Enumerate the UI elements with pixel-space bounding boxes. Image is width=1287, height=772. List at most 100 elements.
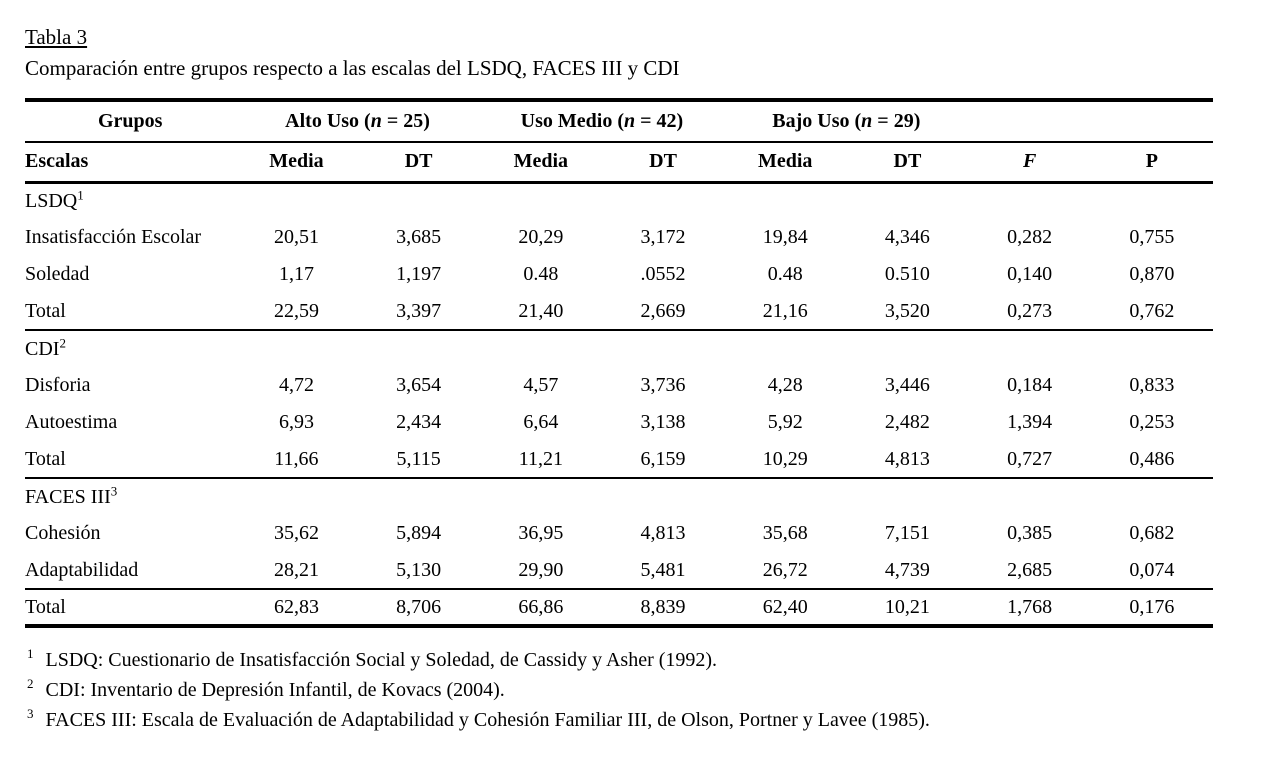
cell: 5,130 <box>396 558 442 581</box>
section-sup: 3 <box>110 482 118 498</box>
section-row: CDI2 <box>25 330 1213 367</box>
cell: 4,28 <box>767 374 803 396</box>
cell: 2,434 <box>396 411 442 433</box>
cell: 5,92 <box>767 411 803 433</box>
cell: .0552 <box>640 263 686 285</box>
cell: 0,486 <box>1090 441 1213 479</box>
stat-header-media: Media <box>235 142 358 184</box>
cell: 19,84 <box>762 226 808 248</box>
stat-header-dt: DT <box>846 142 969 184</box>
cell: 4,739 <box>884 558 930 581</box>
cell: 35,62 <box>273 522 319 544</box>
cell: 62,40 <box>724 588 847 626</box>
cell: 8,839 <box>601 588 725 626</box>
cell: 0,176 <box>1090 588 1213 626</box>
cell: 29,90 <box>518 558 564 581</box>
table-body: LSDQ1 Insatisfacción Escolar 20,51 3,685 20,… <box>25 182 1213 626</box>
cell: 3,397 <box>357 293 480 331</box>
cell: 0,385 <box>1007 522 1053 544</box>
stat-header-row: Escalas Media DT Media DT Media DT F P <box>25 142 1213 184</box>
n-symbol: n <box>624 110 636 132</box>
cell: 0.48 <box>767 263 803 285</box>
section-label: CDI2 <box>25 334 66 360</box>
group-header: Uso Medio (n = 42) <box>479 100 725 143</box>
group-header-row: Grupos Alto Uso (n = 25) Uso Medio (n = 42… <box>25 100 1213 143</box>
cell: 0,140 <box>1007 263 1053 285</box>
cell: 2,669 <box>601 293 725 331</box>
cell: 11,66 <box>235 441 358 479</box>
cell: 6,159 <box>601 441 725 479</box>
group-header: Bajo Uso (n = 29) <box>724 100 969 143</box>
table-row: Insatisfacción Escolar 20,51 3,685 20,29 3,1… <box>25 219 1213 256</box>
stat-header-dt: DT <box>357 142 480 184</box>
n-symbol: n <box>861 110 873 132</box>
cell: 21,16 <box>724 293 847 331</box>
cell: 1,17 <box>278 263 314 285</box>
cell: 4,813 <box>640 522 686 544</box>
cell: 11,21 <box>479 441 602 479</box>
cell: 7,151 <box>884 522 930 544</box>
cell: 3,138 <box>640 411 686 433</box>
cell: 28,21 <box>273 558 319 581</box>
table-row: Cohesión 35,62 5,894 36,95 4,813 35,68 7,151 0,… <box>25 515 1213 552</box>
row-label: Adaptabilidad <box>25 558 139 581</box>
cell: 0,184 <box>1007 374 1053 396</box>
cell: 8,706 <box>357 588 480 626</box>
cell: 0,755 <box>1129 226 1175 248</box>
footnote-text: LSDQ: Cuestionario de Insatisfacción Soc… <box>45 649 718 671</box>
cell: 10,29 <box>724 441 847 479</box>
stat-header-media: Media <box>724 142 847 184</box>
n-symbol: n <box>370 110 382 132</box>
footnote-text: CDI: Inventario de Depresión Infantil, d… <box>45 679 505 701</box>
cell: 3,172 <box>640 226 686 248</box>
cell: 20,51 <box>273 226 319 248</box>
stat-header-media: Media <box>479 142 602 184</box>
stat-header-p: P <box>1090 142 1213 184</box>
table-row: Adaptabilidad 28,21 5,130 29,90 5,481 26,72 4,… <box>25 552 1213 589</box>
cell: 1,394 <box>1007 411 1053 433</box>
stat-header-dt: DT <box>601 142 725 184</box>
cell: 1,197 <box>396 263 442 285</box>
cell: 0,074 <box>1129 558 1175 581</box>
cell: 21,40 <box>479 293 602 331</box>
cell: 0.48 <box>523 263 559 285</box>
cell: 3,446 <box>884 374 930 396</box>
cell: 35,68 <box>762 522 808 544</box>
table-row: Soledad 1,17 1,197 0.48 .0552 0.48 0.510 0,140 0… <box>25 256 1213 293</box>
section-row: LSDQ1 <box>25 182 1213 219</box>
cell: 0,682 <box>1129 522 1175 544</box>
document-page: Tabla 3 Comparación entre grupos respect… <box>25 25 1238 735</box>
footnote-marker: 1 <box>27 646 34 662</box>
stats-table: Grupos Alto Uso (n = 25) Uso Medio (n = 42… <box>25 98 1213 628</box>
row-label: Total <box>25 588 236 626</box>
cell: 0,727 <box>968 441 1091 479</box>
group-header-empty <box>968 100 1213 143</box>
cell: 0,762 <box>1090 293 1213 331</box>
cell: 5,481 <box>640 558 686 581</box>
footnote: 2 CDI: Inventario de Depresión Infantil, … <box>25 675 1238 705</box>
footnote-marker: 3 <box>27 706 34 722</box>
footnote-marker: 2 <box>27 676 34 692</box>
corner-header-grupos: Grupos <box>25 100 236 143</box>
cell: 3,654 <box>396 374 442 396</box>
row-label: Autoestima <box>25 411 118 433</box>
footnote-text: FACES III: Escala de Evaluación de Adapt… <box>45 709 930 731</box>
cell: 0.510 <box>884 263 930 285</box>
cell: 1,768 <box>968 588 1091 626</box>
cell: 4,72 <box>278 374 314 396</box>
table-row: Disforia 4,72 3,654 4,57 3,736 4,28 3,446 0,184… <box>25 367 1213 404</box>
stat-header-f: F <box>968 142 1091 184</box>
cell: 0,253 <box>1129 411 1175 433</box>
cell: 0,282 <box>1007 226 1053 248</box>
row-label: Disforia <box>25 374 91 396</box>
table-row: Total 11,66 5,115 11,21 6,159 10,29 4,813 0,727… <box>25 441 1213 479</box>
table-row: Autoestima 6,93 2,434 6,64 3,138 5,92 2,482 1,3… <box>25 404 1213 441</box>
footnote: 3 FACES III: Escala de Evaluación de Adap… <box>25 705 1238 735</box>
cell: 2,685 <box>1007 558 1053 581</box>
table-title: Tabla 3 <box>25 25 88 49</box>
row-label: Soledad <box>25 263 90 285</box>
cell: 4,57 <box>523 374 559 396</box>
cell: 5,115 <box>357 441 480 479</box>
section-sup: 1 <box>77 187 84 203</box>
cell: 0,833 <box>1129 374 1175 396</box>
